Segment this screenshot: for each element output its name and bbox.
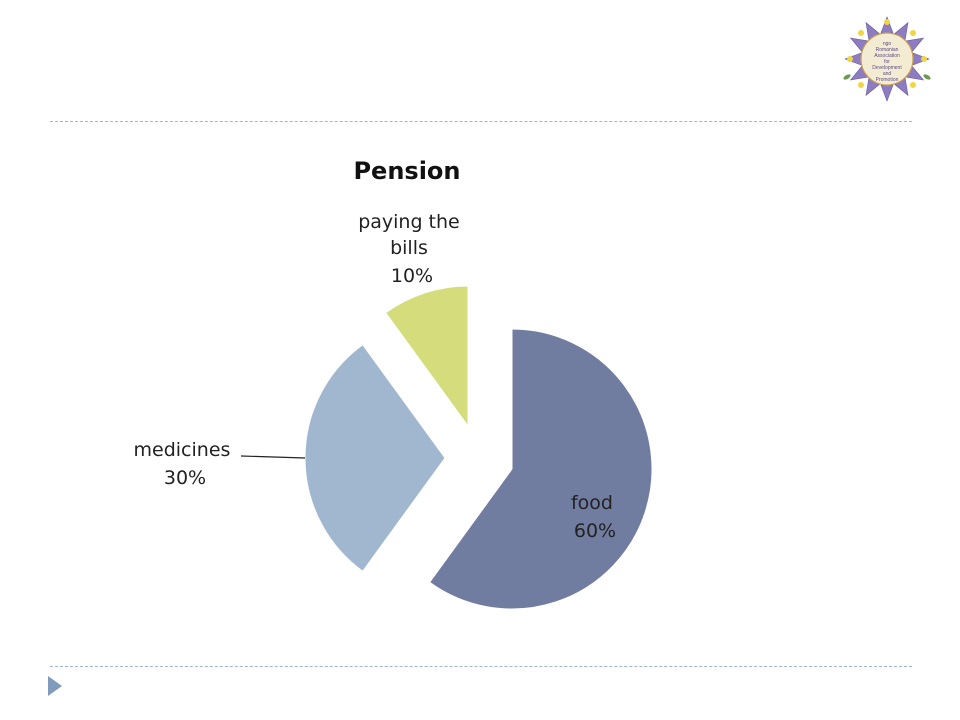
slice-label-paying-bills-line1: paying the <box>358 211 460 233</box>
slice-label-food-value: 60% <box>574 520 616 542</box>
slice-label-medicines: medicines 30% <box>134 439 237 489</box>
logo-text-line: Romanian <box>876 47 899 53</box>
leader-line-medicines <box>240 455 306 459</box>
logo-text-line: Association <box>874 53 900 59</box>
logo-text-line: ngo <box>883 41 892 47</box>
pie-slice-medicines <box>304 344 446 572</box>
slice-label-paying-bills-line2: bills <box>390 237 428 259</box>
chart-title: Pension <box>353 157 460 185</box>
triangle-right-icon[interactable] <box>48 676 62 696</box>
slice-label-food-name: food <box>571 492 613 514</box>
slice-label-medicines-name: medicines <box>134 439 231 461</box>
top-divider <box>50 121 912 122</box>
logo-text-line: Development <box>872 65 902 71</box>
logo-text-line: Promotion <box>876 77 899 83</box>
slice-label-paying-bills: paying the bills 10% <box>358 211 466 287</box>
pie-slice-paying-the-bills <box>385 285 469 428</box>
slice-label-food: food 60% <box>571 492 619 542</box>
logo-text-line: and <box>883 71 892 77</box>
sunflower-logo-icon: ngo Romanian Association for Development… <box>843 16 931 102</box>
logo-text-line: for <box>884 59 890 65</box>
bottom-divider <box>50 666 912 667</box>
slice-label-medicines-value: 30% <box>164 467 206 489</box>
pie-slice-food <box>429 328 653 610</box>
slice-label-paying-bills-value: 10% <box>391 265 433 287</box>
